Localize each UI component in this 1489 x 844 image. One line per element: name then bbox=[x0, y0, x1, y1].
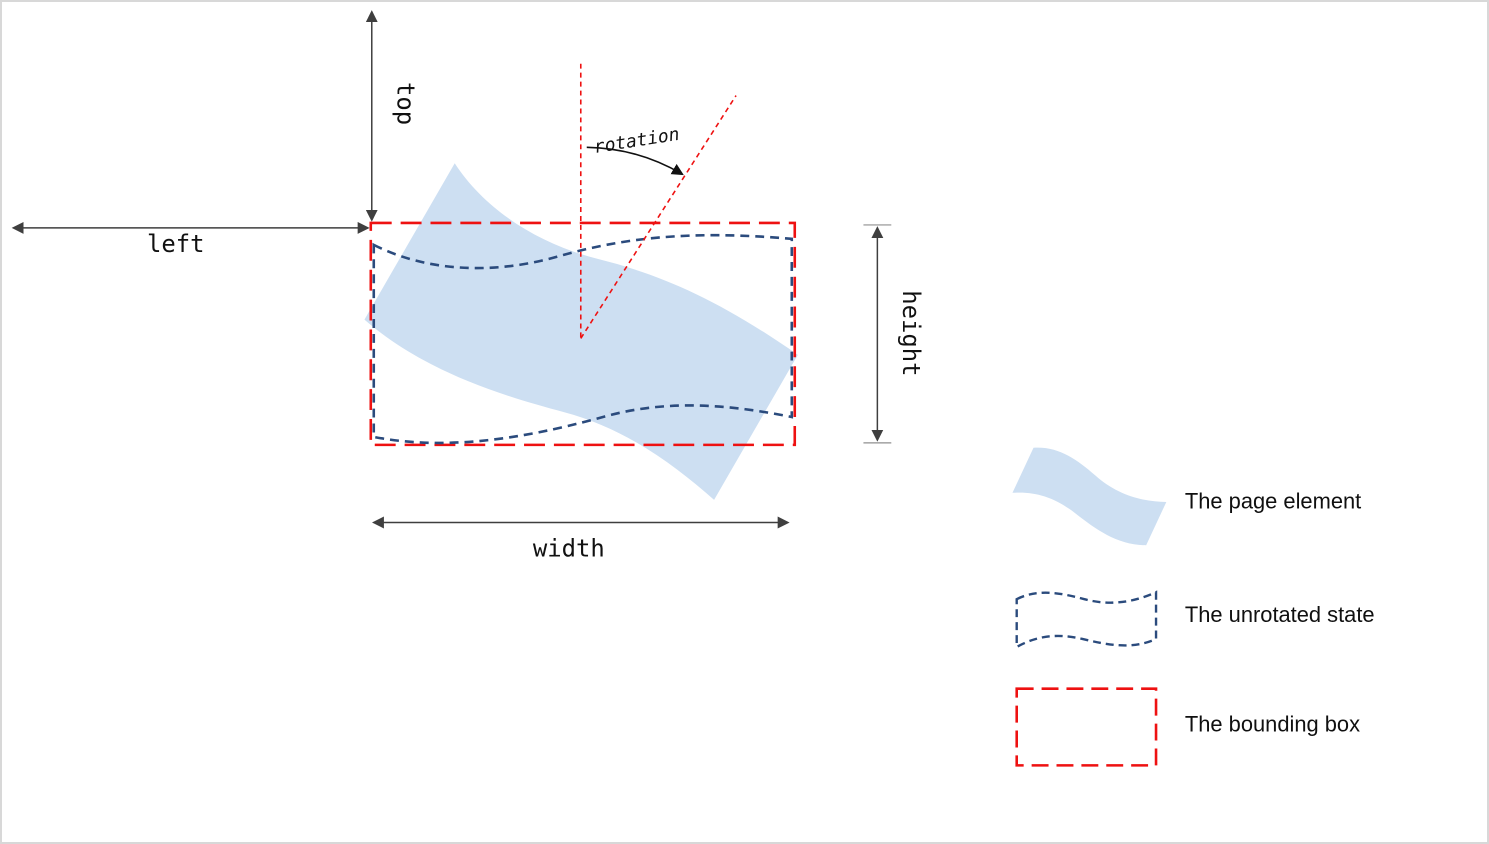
legend: The page element The unrotated state The… bbox=[1012, 447, 1375, 767]
unrotated-state-shape bbox=[372, 233, 794, 445]
legend-item-page-element: The page element bbox=[1012, 447, 1361, 546]
bounding-box-swatch bbox=[1015, 687, 1158, 767]
legend-label-bounding-box: The bounding box bbox=[1185, 712, 1360, 737]
unrotated-state-swatch bbox=[1015, 590, 1158, 649]
height-label: height bbox=[897, 290, 925, 376]
bounding-box-rect bbox=[369, 221, 797, 447]
legend-label-page-element: The page element bbox=[1185, 489, 1361, 514]
rotation-label: rotation bbox=[592, 124, 680, 158]
width-label: width bbox=[533, 534, 605, 562]
top-label: top bbox=[392, 82, 420, 125]
legend-item-bounding-box: The bounding box bbox=[1015, 687, 1360, 767]
legend-label-unrotated-state: The unrotated state bbox=[1185, 602, 1375, 627]
legend-item-unrotated-state: The unrotated state bbox=[1015, 590, 1375, 649]
rotation-arc-arrow bbox=[586, 146, 684, 176]
rotation-angle-line bbox=[580, 95, 737, 339]
page-element-shape bbox=[364, 163, 798, 500]
page-element-swatch bbox=[1012, 447, 1167, 546]
left-label: left bbox=[147, 230, 205, 258]
